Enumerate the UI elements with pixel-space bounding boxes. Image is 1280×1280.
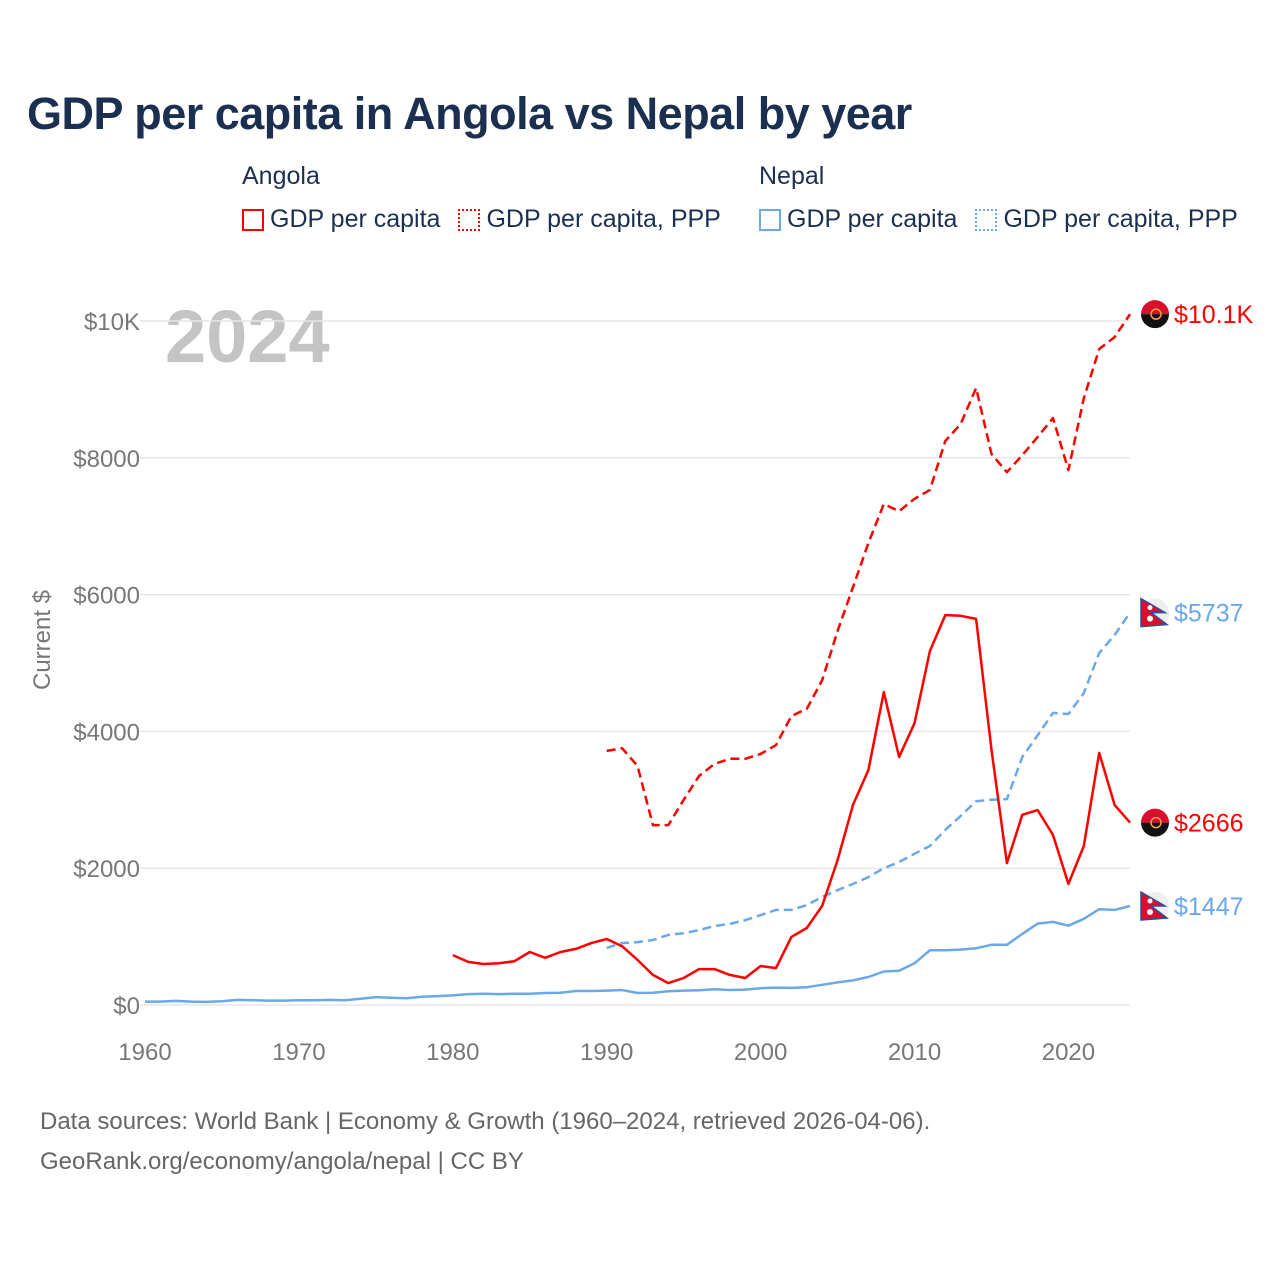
x-tick-label: 1960 bbox=[118, 1039, 171, 1066]
series-line-nepal-gdp-per-capita bbox=[145, 904, 1131, 1004]
legend-item-nepal-ppp[interactable]: GDP per capita, PPP bbox=[975, 205, 1238, 234]
series-line-angola-gdp-per-capita-ppp bbox=[606, 313, 1132, 827]
y-tick-label: $6000 bbox=[73, 583, 140, 610]
flag-sun bbox=[1147, 615, 1153, 622]
footer-link[interactable]: GeoRank.org/economy/angola/nepal | CC BY bbox=[40, 1148, 524, 1175]
flag-emblem bbox=[1150, 308, 1162, 320]
year-watermark: 2024 bbox=[165, 295, 330, 378]
legend-label: GDP per capita, PPP bbox=[486, 205, 721, 233]
legend-group-title: Nepal bbox=[759, 162, 825, 190]
series-line-nepal-gdp-per-capita-ppp bbox=[606, 611, 1132, 950]
end-value-label: $1447 bbox=[1174, 893, 1244, 921]
angola-flag-icon bbox=[1141, 808, 1169, 837]
nepal-flag-icon bbox=[1140, 597, 1170, 628]
y-tick-label: $0 bbox=[113, 993, 140, 1020]
flag-sun bbox=[1147, 909, 1153, 916]
legend-label: GDP per capita bbox=[270, 205, 441, 233]
legend-group-angola: Angola GDP per capita GDP per capita, PP… bbox=[242, 162, 721, 234]
series-line-angola-gdp-per-capita bbox=[452, 613, 1131, 985]
chart-title: GDP per capita in Angola vs Nepal by yea… bbox=[27, 88, 912, 139]
legend-item-angola-gdp[interactable]: GDP per capita bbox=[242, 205, 440, 234]
end-value-label: $2666 bbox=[1174, 810, 1244, 838]
y-tick-label: $8000 bbox=[73, 446, 140, 473]
y-tick-label: $2000 bbox=[73, 856, 140, 883]
legend-item-nepal-gdp[interactable]: GDP per capita bbox=[759, 205, 957, 234]
x-tick-label: 2000 bbox=[734, 1039, 787, 1066]
nepal-flag-icon bbox=[1140, 890, 1170, 921]
flag-black-half bbox=[1141, 314, 1169, 329]
legend-group-nepal: Nepal GDP per capita GDP per capita, PPP bbox=[759, 162, 1238, 234]
flag-emblem bbox=[1150, 816, 1162, 829]
flag-red-half bbox=[1141, 300, 1169, 315]
x-tick-label: 1980 bbox=[426, 1039, 479, 1066]
angola-flag-icon bbox=[1141, 300, 1169, 329]
flag-red-half bbox=[1141, 808, 1169, 823]
legend-group-title: Angola bbox=[242, 162, 320, 190]
x-tick-label: 1970 bbox=[272, 1039, 325, 1066]
legend-swatch-dotted bbox=[975, 208, 998, 231]
x-tick-label: 2020 bbox=[1042, 1039, 1095, 1066]
footer-sources: Data sources: World Bank | Economy & Gro… bbox=[40, 1108, 931, 1135]
legend-swatch-solid bbox=[759, 208, 781, 231]
flag-moon bbox=[1147, 605, 1153, 611]
legend-swatch-solid bbox=[242, 208, 264, 231]
x-tick-label: 2010 bbox=[888, 1039, 941, 1066]
x-tick-label: 1990 bbox=[580, 1039, 633, 1066]
flag-moon bbox=[1147, 898, 1153, 904]
y-axis-label: Current $ bbox=[29, 590, 56, 690]
y-tick-label: $10K bbox=[84, 309, 140, 336]
end-value-label: $10.1K bbox=[1174, 301, 1254, 329]
end-value-label: $5737 bbox=[1174, 600, 1244, 628]
legend-label: GDP per capita bbox=[787, 205, 958, 233]
flag-black-half bbox=[1141, 822, 1169, 837]
legend-item-angola-ppp[interactable]: GDP per capita, PPP bbox=[458, 205, 721, 234]
y-tick-label: $4000 bbox=[73, 719, 140, 746]
legend-label: GDP per capita, PPP bbox=[1003, 205, 1238, 233]
legend-swatch-dotted bbox=[458, 208, 481, 231]
